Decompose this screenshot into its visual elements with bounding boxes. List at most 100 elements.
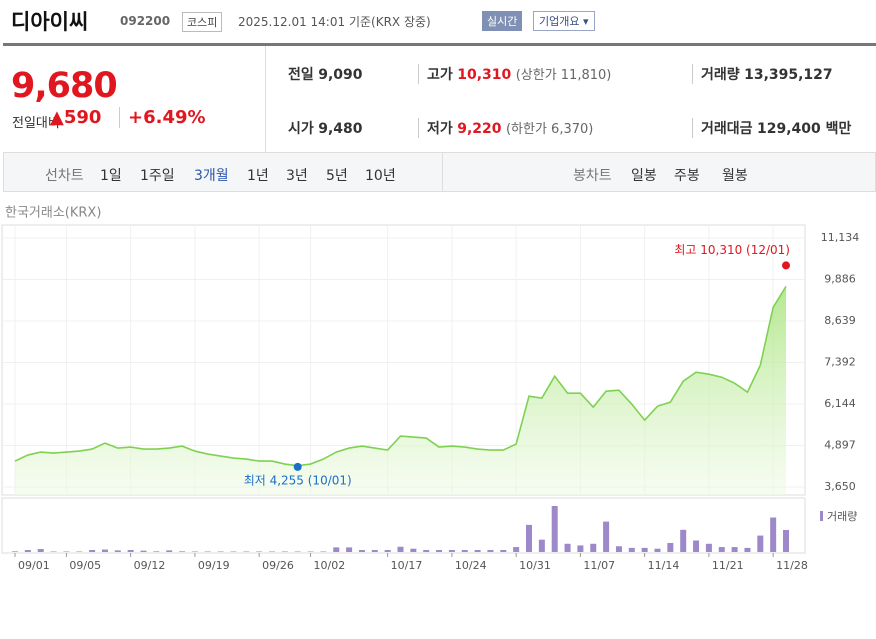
stock-name: 디아이씨 xyxy=(11,10,89,34)
y-tick-label: 9,886 xyxy=(824,273,856,286)
period-tab[interactable]: 1주일 xyxy=(140,168,175,184)
stat-cell: 거래대금 129,400 백만 xyxy=(692,118,851,138)
period-tab[interactable]: 3년 xyxy=(286,168,308,184)
stat-cell: 전일 9,090 xyxy=(288,64,363,84)
stat-note: (상한가 11,810) xyxy=(515,68,612,83)
volume-bar xyxy=(461,550,468,552)
volume-bar xyxy=(641,547,648,552)
tab-label: 봉차트 xyxy=(573,168,612,184)
y-tick-label: 8,639 xyxy=(824,314,856,327)
stat-cell: 저가 9,220 (하한가 6,370) xyxy=(418,118,593,138)
stat-note: (하한가 6,370) xyxy=(505,122,594,137)
y-tick-label: 6,144 xyxy=(824,397,856,410)
volume-bar xyxy=(384,550,391,552)
x-tick-label: 10/31 xyxy=(519,559,551,572)
volume-bar xyxy=(179,551,186,552)
volume-bar xyxy=(166,550,173,552)
timestamp: 2025.12.01 14:01 기준(KRX 장중) xyxy=(238,13,431,30)
volume-bar xyxy=(114,550,121,552)
volume-bar xyxy=(731,547,738,552)
volume-bar xyxy=(24,550,31,552)
volume-bar xyxy=(526,524,532,552)
volume-bar xyxy=(693,540,700,552)
realtime-button[interactable]: 실시간 xyxy=(482,11,523,31)
price-area xyxy=(15,286,786,495)
x-tick-label: 10/24 xyxy=(455,559,487,572)
x-tick-label: 09/19 xyxy=(198,559,230,572)
period-tab[interactable]: 3개월 xyxy=(194,168,229,184)
volume-bar xyxy=(448,550,455,552)
legend-label: 거래량 xyxy=(827,510,857,523)
stat-value: 13,395,127 xyxy=(744,67,833,83)
stat-value: 9,090 xyxy=(318,67,363,83)
x-tick-label: 11/14 xyxy=(648,559,680,572)
stat-label: 전일 xyxy=(288,67,314,83)
volume-bar xyxy=(628,547,635,552)
y-tick-label: 11,134 xyxy=(821,231,860,244)
stat-cell: 고가 10,310 (상한가 11,810) xyxy=(418,64,611,84)
basis: 기준(KRX 장중) xyxy=(348,15,431,29)
stat-cell: 거래량 13,395,127 xyxy=(692,64,833,84)
divider xyxy=(3,43,876,46)
tab-label: 선차트 xyxy=(45,168,84,184)
x-tick-label: 09/26 xyxy=(262,559,294,572)
period-tab[interactable]: 10년 xyxy=(365,168,396,184)
volume-bar xyxy=(101,549,108,552)
extreme-label: 최고 10,310 (12/01) xyxy=(674,243,790,257)
period-tab[interactable]: 5년 xyxy=(326,168,348,184)
change-label: 전일대비 xyxy=(12,116,60,131)
period-tab[interactable]: 1년 xyxy=(247,168,269,184)
volume-bar xyxy=(513,547,520,552)
stat-label: 거래대금 xyxy=(701,121,753,137)
stat-cell: 시가 9,480 xyxy=(288,118,363,138)
x-tick-label: 09/05 xyxy=(69,559,101,572)
legend-swatch xyxy=(820,511,823,521)
extreme-marker xyxy=(782,261,790,270)
source: 한국거래소(KRX) xyxy=(5,206,101,221)
volume-bar xyxy=(577,545,584,552)
overview-button[interactable]: 기업개요 ▾ xyxy=(533,11,595,31)
x-tick-label: 11/28 xyxy=(776,559,808,572)
volume-bar xyxy=(12,551,18,552)
volume-bar xyxy=(590,543,597,552)
period-tab[interactable]: 1일 xyxy=(100,168,122,184)
price: 9,680 xyxy=(11,66,118,106)
period-tabs: 선차트 1일 1주일 3개월 1년 3년 5년 10년 봉차트 일봉 주봉 월봉 xyxy=(3,152,876,192)
volume-bar xyxy=(37,549,44,552)
volume-bar xyxy=(615,546,622,552)
change-value: 590 xyxy=(63,107,102,128)
volume-bar xyxy=(474,550,481,552)
volume-bar xyxy=(564,543,571,552)
quote: 9,680 전일대비 ▲590 +6.49% xyxy=(3,46,266,152)
volume-bar xyxy=(89,550,96,552)
stat-value: 129,400 백만 xyxy=(756,121,852,137)
stat-value: 9,480 xyxy=(318,121,363,137)
volume-bar xyxy=(358,550,365,552)
candle-tab[interactable]: 일봉 xyxy=(631,168,657,184)
volume-bar xyxy=(500,550,507,552)
volume-bar xyxy=(705,543,712,552)
change-rate: +6.49% xyxy=(119,107,206,128)
candle-tab[interactable]: 월봉 xyxy=(722,168,748,184)
volume-bar xyxy=(346,547,353,552)
volume-bar xyxy=(783,529,789,552)
candle-tab[interactable]: 주봉 xyxy=(674,168,700,184)
volume-bar xyxy=(654,548,661,552)
x-tick-label: 10/17 xyxy=(391,559,423,572)
x-tick-label: 10/02 xyxy=(314,559,346,572)
volume-bar xyxy=(667,542,674,552)
y-tick-label: 7,392 xyxy=(824,356,856,369)
volume-bar xyxy=(153,551,160,552)
overview-label: 기업개요 xyxy=(539,15,580,28)
price-line xyxy=(14,285,787,467)
market-badge: 코스피 xyxy=(182,12,223,32)
volume-bar xyxy=(551,506,558,552)
chart: 한국거래소(KRX) 11,134 9,886 8,639 7,392 6,144 4,8… xyxy=(1,206,860,572)
extreme-marker xyxy=(293,462,302,471)
y-tick-label: 4,897 xyxy=(824,439,856,452)
volume-bar xyxy=(680,529,687,552)
volume-bar xyxy=(371,550,378,552)
stat-label: 저가 xyxy=(427,121,453,137)
